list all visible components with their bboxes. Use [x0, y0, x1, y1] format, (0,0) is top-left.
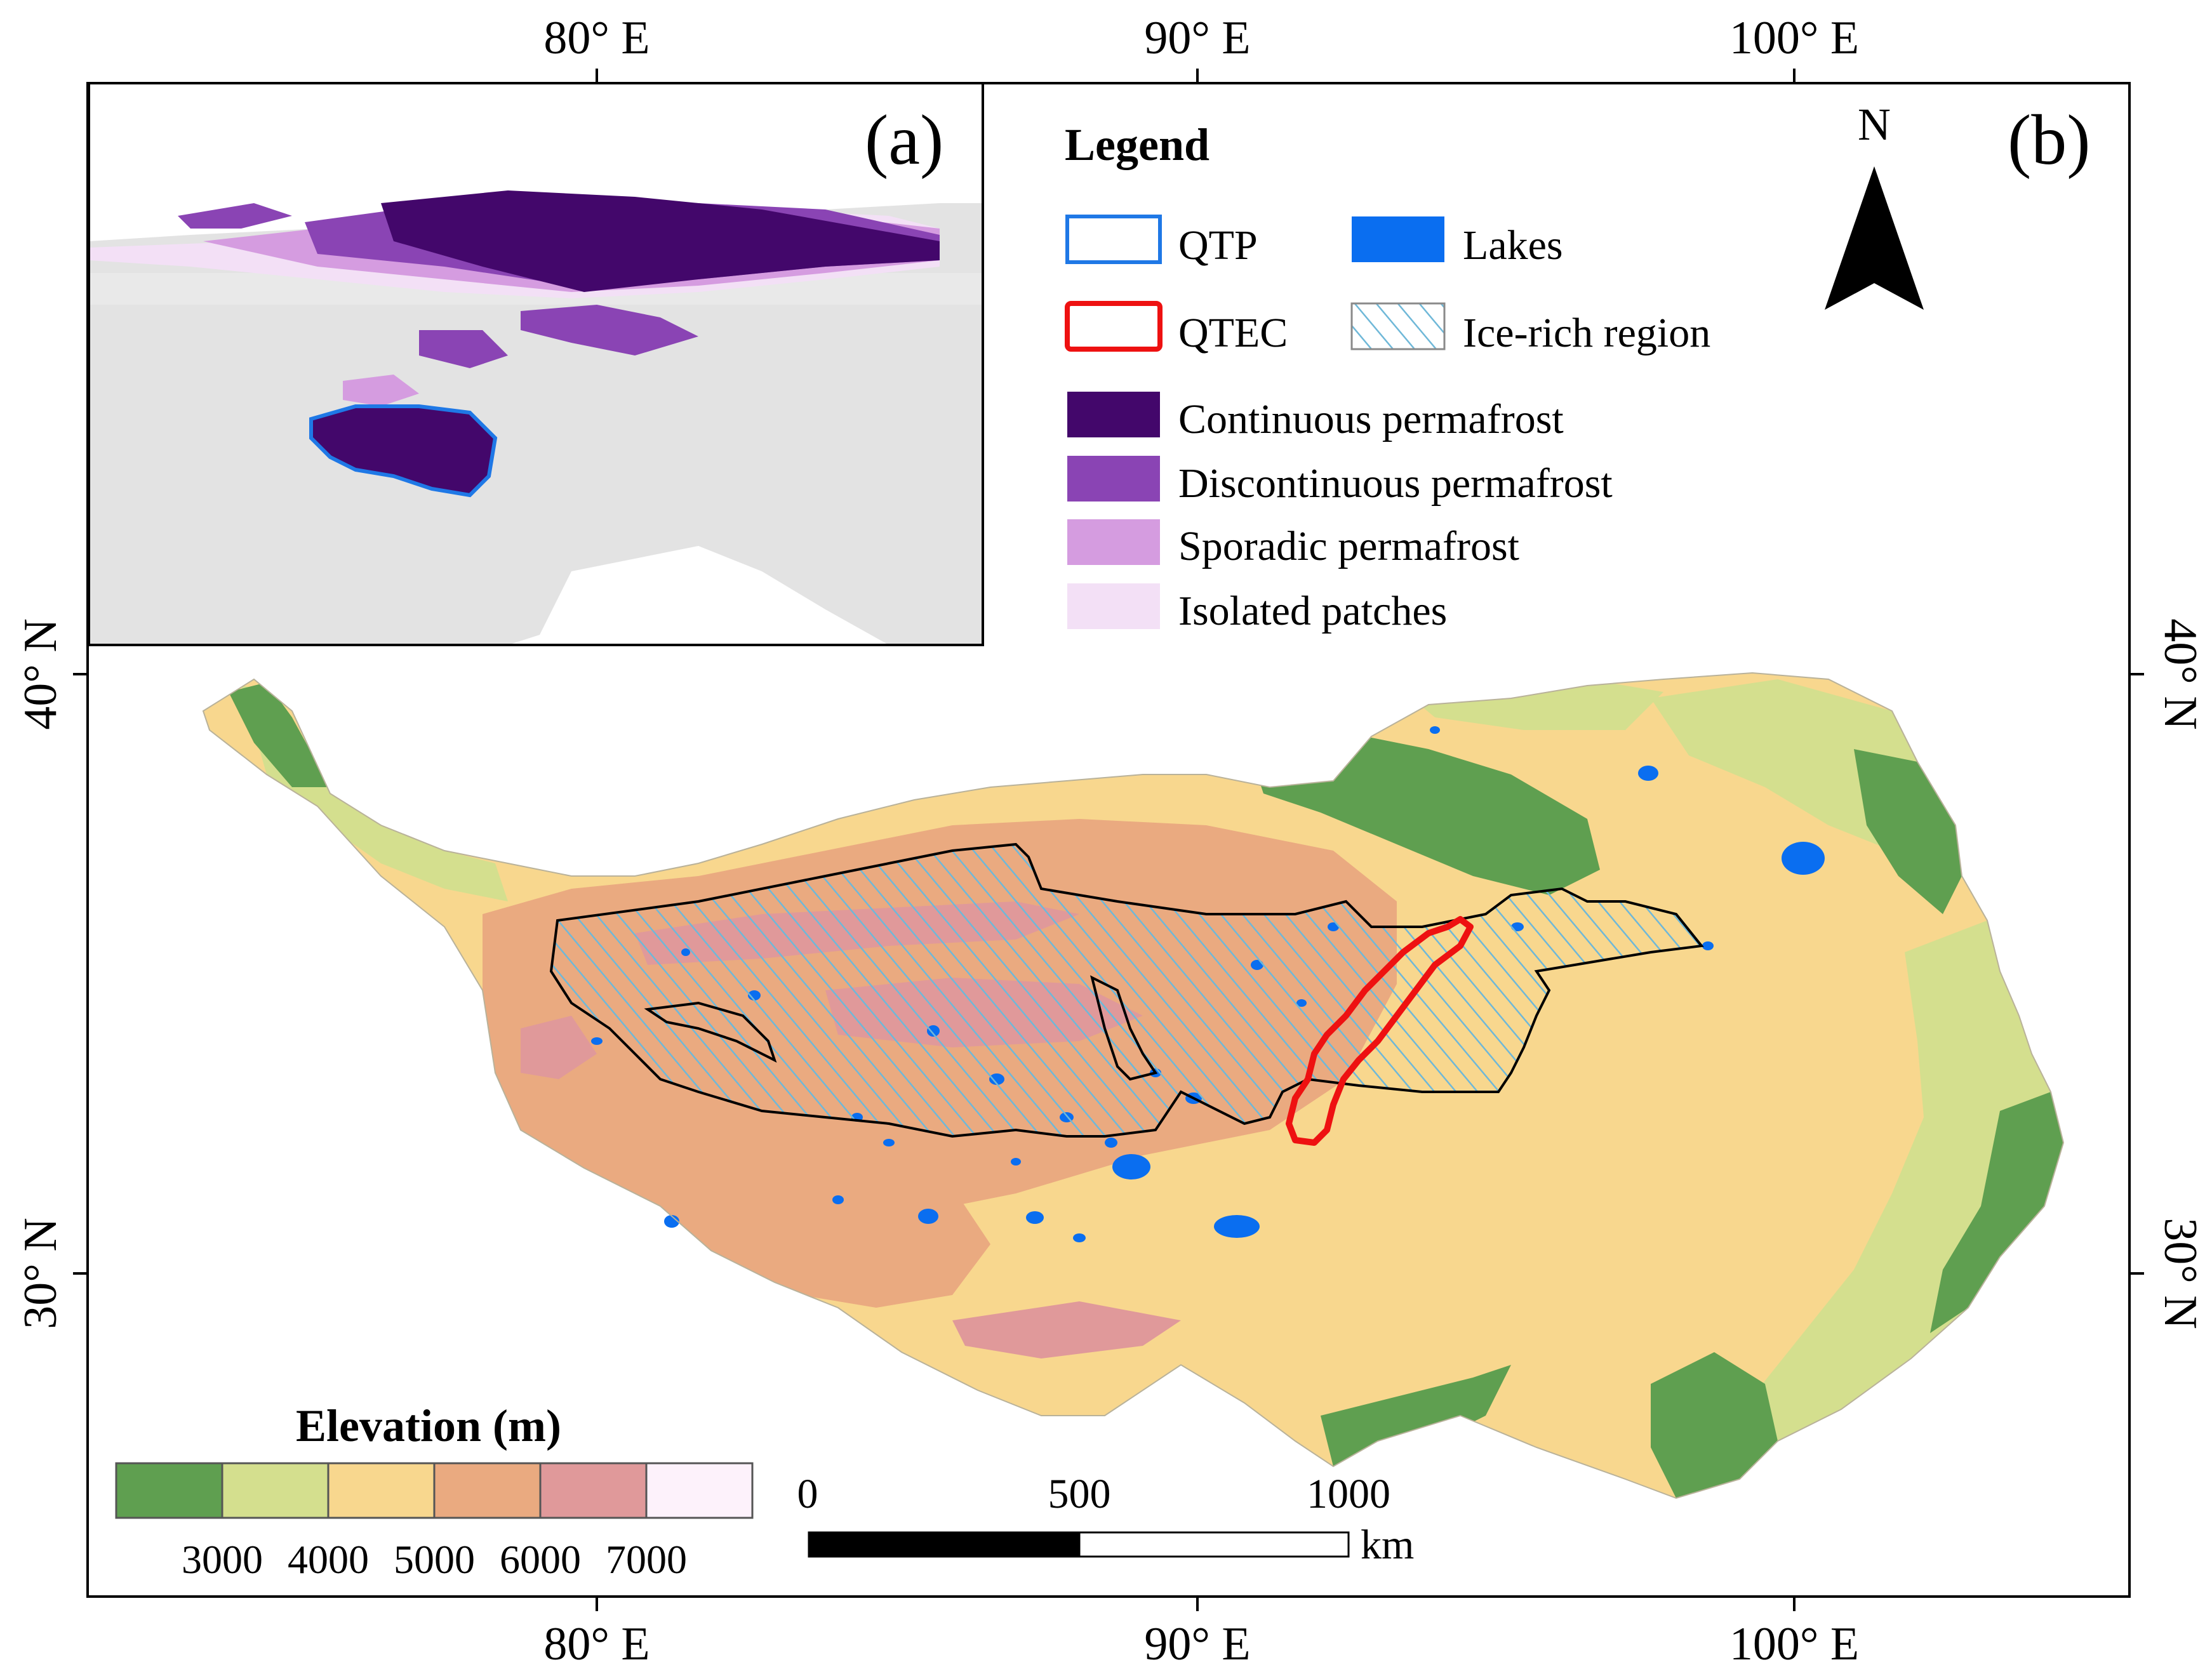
axis-right-40n: 40° N: [2154, 618, 2206, 730]
scale-label-0: 0: [797, 1471, 818, 1517]
elevation-bin-6: [645, 1462, 754, 1519]
north-arrow-icon: [1825, 166, 1924, 310]
elevation-tick-6000: 6000: [500, 1537, 581, 1582]
inset-map-a: [88, 82, 984, 646]
scale-label-500: 500: [1048, 1471, 1111, 1517]
legend-label-qtec: QTEC: [1178, 310, 1288, 356]
axis-bottom-80e: 80° E: [543, 1618, 650, 1670]
elevation-tick-5000: 5000: [394, 1537, 475, 1582]
elevation-tick-3000: 3000: [182, 1537, 263, 1582]
legend-swatch-qtec: [1065, 301, 1163, 352]
legend-label-sporadic: Sporadic permafrost: [1178, 523, 1519, 569]
legend-label-continuous: Continuous permafrost: [1178, 396, 1564, 442]
legend-label-lakes: Lakes: [1463, 222, 1563, 269]
axis-left-40n: 40° N: [15, 618, 67, 730]
legend-swatch-sporadic: [1067, 519, 1160, 565]
ice-rich-region-central-arm: [1090, 975, 1158, 1081]
elevation-bin-2: [221, 1462, 330, 1519]
axis-top-100e: 100° E: [1729, 12, 1859, 64]
elevation-tick-7000: 7000: [606, 1537, 687, 1582]
panel-b-label: (b): [2008, 101, 2091, 180]
legend-label-discontinuous: Discontinuous permafrost: [1178, 460, 1613, 507]
north-arrow-label: N: [1858, 99, 1891, 150]
scale-segment-light: [1078, 1531, 1350, 1558]
axis-top-90e: 90° E: [1144, 12, 1250, 64]
elevation-bin-5: [539, 1462, 648, 1519]
scale-label-1000: 1000: [1307, 1471, 1390, 1517]
inset-frame: [88, 82, 984, 646]
axis-top-80e: 80° E: [543, 12, 650, 64]
ice-rich-region: [549, 842, 1704, 1138]
inset-qtp-boundary: [309, 404, 498, 498]
axis-right-30n: 30° N: [2154, 1218, 2206, 1329]
legend-swatch-ice-rich: [1350, 302, 1446, 350]
axis-bottom-100e: 100° E: [1729, 1618, 1859, 1670]
scale-unit: km: [1361, 1522, 1414, 1568]
elevation-bin-1: [115, 1462, 223, 1519]
legend-swatch-qtp: [1065, 215, 1162, 264]
legend-label-qtp: QTP: [1178, 222, 1258, 269]
elevation-bin-3: [327, 1462, 436, 1519]
qtp-boundary: [202, 672, 2065, 1499]
elevation-tick-4000: 4000: [288, 1537, 369, 1582]
legend-title: Legend: [1065, 119, 1209, 170]
axis-ticks: [73, 69, 2144, 1611]
legend-swatch-continuous: [1067, 392, 1160, 437]
scale-bar: 0 500 1000 km: [797, 1471, 1415, 1568]
legend-label-ice-rich: Ice-rich region: [1463, 310, 1710, 356]
legend-swatch-discontinuous: [1067, 456, 1160, 502]
elevation-bin-4: [433, 1462, 542, 1519]
legend: Legend QTP Lakes QTEC Ice-rich region Co…: [1065, 119, 1710, 634]
qtec-corridor: [1286, 916, 1474, 1146]
north-arrow: N: [1825, 99, 1924, 310]
axis-bottom-90e: 90° E: [1144, 1618, 1250, 1670]
legend-swatch-isolated: [1067, 583, 1160, 629]
panel-a-label: (a): [865, 101, 943, 180]
ice-rich-region-west-arm: [644, 1001, 777, 1063]
scale-segment-dark: [808, 1531, 1081, 1558]
elevation-colorbar: Elevation (m) 3000 4000 5000 6000 7000: [115, 1400, 754, 1582]
axis-left-30n: 30° N: [15, 1218, 67, 1329]
elevation-title: Elevation (m): [296, 1400, 561, 1451]
legend-label-isolated: Isolated patches: [1178, 588, 1447, 634]
legend-swatch-lakes: [1352, 216, 1444, 262]
